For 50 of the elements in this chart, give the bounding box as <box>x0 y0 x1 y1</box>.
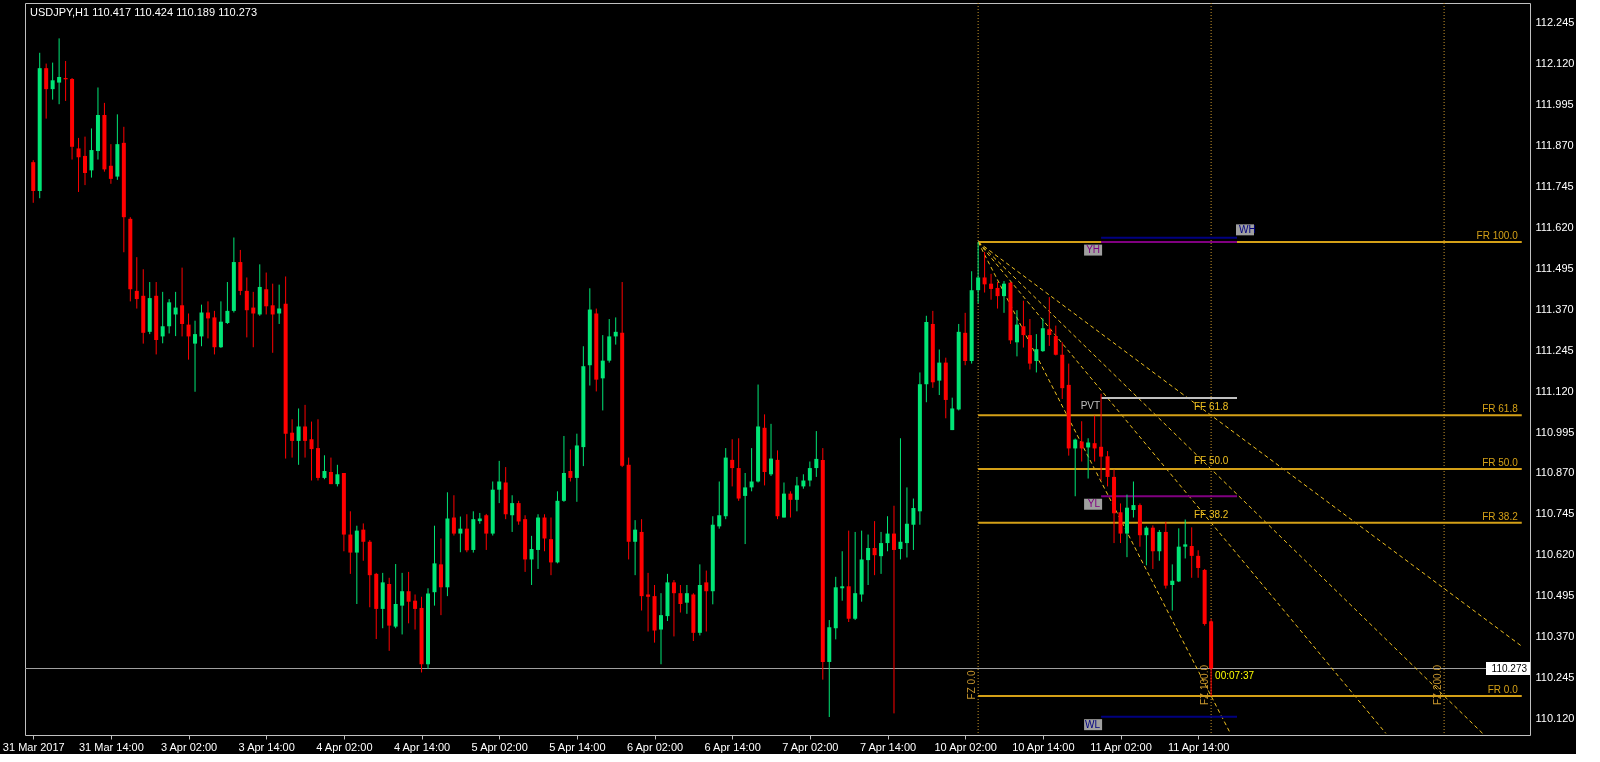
series-label: YH <box>1086 244 1101 256</box>
y-tick-label: 111.120 <box>1535 384 1574 397</box>
annotation: 00:07:37 <box>1215 669 1255 681</box>
x-tick-label: 10 Apr 02:00 <box>934 740 997 753</box>
series-label: FF 50.0 <box>1193 455 1229 467</box>
x-tick-label: 31 Mar 14:00 <box>78 740 144 753</box>
y-tick-label: 110.870 <box>1535 466 1575 479</box>
y-tick-label: 111.370 <box>1535 302 1574 315</box>
x-tick-label: 7 Apr 14:00 <box>859 740 917 753</box>
x-tick-label: 6 Apr 14:00 <box>704 740 761 753</box>
y-tick-label: 110.120 <box>1535 712 1575 725</box>
ref-line-label: 110.273 <box>1491 662 1528 674</box>
x-tick-label: 5 Apr 02:00 <box>471 740 528 753</box>
series-label: FF 61.8 <box>1193 401 1229 413</box>
series-label: YL <box>1087 498 1101 510</box>
x-tick-label: 6 Apr 02:00 <box>626 740 684 753</box>
y-tick-label: 112.245 <box>1535 16 1575 29</box>
x-tick-label: 5 Apr 14:00 <box>549 740 606 753</box>
y-tick-label: 110.245 <box>1535 671 1575 684</box>
series-label: FR 38.2 <box>1482 510 1519 522</box>
x-tick-label: 11 Apr 02:00 <box>1090 740 1152 753</box>
x-tick-label: 4 Apr 14:00 <box>393 740 451 753</box>
y-tick-label: 111.495 <box>1535 261 1574 274</box>
x-tick-label: 3 Apr 02:00 <box>160 740 218 753</box>
y-tick-label: 110.370 <box>1535 630 1575 643</box>
series-label: FR 0.0 <box>1487 684 1519 696</box>
y-tick-label: 111.245 <box>1535 343 1574 356</box>
series-label: FF 38.2 <box>1193 508 1229 520</box>
y-tick-label: 111.995 <box>1535 98 1574 111</box>
series-label: FR 50.0 <box>1482 457 1519 469</box>
chart-title: USDJPY,H1 110.417 110.424 110.189 110.273 <box>30 6 258 18</box>
series-label: FR 61.8 <box>1482 403 1519 415</box>
y-tick-label: 110.620 <box>1535 548 1575 561</box>
y-tick-label: 111.870 <box>1535 138 1574 151</box>
x-tick-label: 7 Apr 02:00 <box>782 740 839 753</box>
y-tick-label: 110.495 <box>1535 589 1575 602</box>
series-label: PVT <box>1080 399 1101 411</box>
y-tick-label: 111.620 <box>1535 220 1574 233</box>
x-tick-label: 4 Apr 02:00 <box>316 740 373 753</box>
x-tick-label: 31 Mar 2017 <box>2 740 65 753</box>
series-label: FR 100.0 <box>1476 230 1519 242</box>
y-tick-label: 112.120 <box>1535 57 1575 70</box>
annotation: FZ 0.0 <box>966 670 978 700</box>
x-tick-label: 10 Apr 14:00 <box>1012 740 1075 753</box>
series-label: WL <box>1085 718 1101 730</box>
y-tick-label: 111.745 <box>1535 179 1574 192</box>
y-tick-label: 110.745 <box>1535 507 1575 520</box>
x-tick-label: 3 Apr 14:00 <box>238 740 295 753</box>
y-tick-label: 110.995 <box>1535 425 1575 438</box>
x-tick-label: 11 Apr 14:00 <box>1167 740 1230 753</box>
